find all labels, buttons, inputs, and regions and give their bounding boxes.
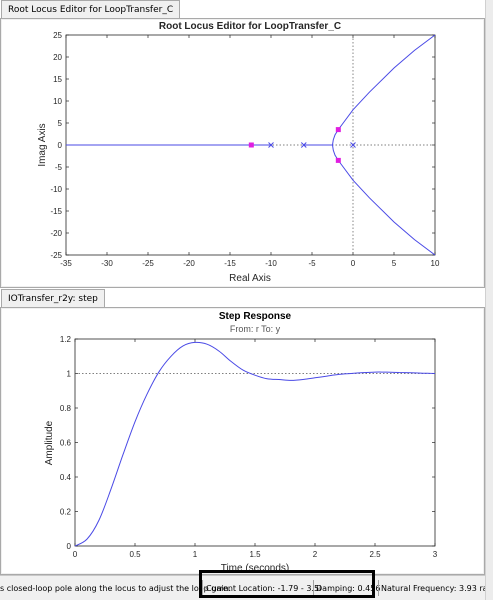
status-separator <box>313 580 314 596</box>
tab-label: Root Locus Editor for LoopTransfer_C <box>8 5 174 15</box>
y-tick-label: -10 <box>50 185 62 194</box>
x-tick-label: 0 <box>351 259 356 268</box>
x-tick-label: 2.5 <box>369 550 381 559</box>
status-natural-frequency: Natural Frequency: 3.93 rad/s <box>381 584 493 593</box>
status-hint: s closed-loop pole along the locus to ad… <box>0 584 232 593</box>
status-damping: Damping: 0.456 <box>316 584 381 593</box>
root-locus-xlabel: Real Axis <box>229 273 271 284</box>
x-tick-label: -35 <box>60 259 72 268</box>
x-tick-label: -25 <box>142 259 154 268</box>
y-tick-label: 0 <box>58 141 63 150</box>
x-tick-label: 10 <box>431 259 440 268</box>
tab-root-locus-editor[interactable]: Root Locus Editor for LoopTransfer_C <box>1 0 181 19</box>
x-tick-label: -15 <box>224 259 236 268</box>
y-tick-label: 0 <box>67 542 72 551</box>
step-response-ylabel: Amplitude <box>44 420 55 465</box>
x-tick-label: -10 <box>265 259 277 268</box>
step-response-xlabel: Time (seconds) <box>221 563 290 574</box>
y-tick-label: 0.4 <box>60 473 72 482</box>
step-response-curve[interactable] <box>74 341 436 547</box>
x-tick-label: 0 <box>73 550 78 559</box>
y-tick-label: 5 <box>58 119 63 128</box>
status-separator <box>378 580 379 596</box>
x-tick-label: 5 <box>392 259 397 268</box>
closed-loop-pole[interactable] <box>335 157 341 163</box>
root-locus-ylabel: Imag Axis <box>37 123 48 166</box>
status-current-location: Current Location: -1.79 - 3.5i <box>206 584 322 593</box>
y-tick-label: 1.2 <box>60 335 72 344</box>
closed-loop-pole[interactable] <box>335 127 341 133</box>
x-tick-label: -20 <box>183 259 195 268</box>
step-response-subtitle: From: r To: y <box>230 324 281 334</box>
y-tick-label: 20 <box>53 53 62 62</box>
closed-loop-pole[interactable] <box>248 142 254 148</box>
tab-label: IOTransfer_r2y: step <box>8 294 98 304</box>
open-loop-pole <box>268 142 274 148</box>
y-tick-label: -5 <box>55 163 63 172</box>
step-response-title: Step Response <box>219 311 292 322</box>
y-tick-label: 0.2 <box>60 508 72 517</box>
locus-branch-4[interactable] <box>332 144 436 256</box>
step-response-chart[interactable]: 0 0.5 1 1.5 2 2.5 3 1.2 1 0.8 0.6 0.4 0.2 0 Step Resp… <box>0 0 493 575</box>
x-tick-label: 3 <box>433 550 438 559</box>
y-tick-label: 1 <box>67 370 72 379</box>
y-tick-label: 10 <box>53 97 62 106</box>
status-separator <box>202 580 203 596</box>
open-loop-pole <box>350 142 356 148</box>
locus-branch-3[interactable] <box>332 34 436 146</box>
y-tick-label: 0.8 <box>60 404 72 413</box>
window-edge <box>485 0 493 600</box>
y-tick-label: 15 <box>53 75 62 84</box>
tab-step-response[interactable]: IOTransfer_r2y: step <box>1 289 105 308</box>
x-tick-label: -30 <box>101 259 113 268</box>
highlight-box <box>199 570 375 598</box>
open-loop-pole <box>300 142 307 148</box>
x-tick-label: 1 <box>193 550 198 559</box>
x-tick-label: -5 <box>308 259 316 268</box>
y-tick-label: 25 <box>53 31 62 40</box>
y-tick-label: -15 <box>50 207 62 216</box>
root-locus-title: Root Locus Editor for LoopTransfer_C <box>159 21 341 32</box>
y-tick-label: -20 <box>50 229 62 238</box>
step-response-axes-box <box>74 338 436 547</box>
x-tick-label: 0.5 <box>129 550 141 559</box>
y-tick-label: -25 <box>50 251 62 260</box>
root-locus-chart[interactable]: -35 -30 -25 -20 -15 -10 -5 0 5 10 25 20 15 10 5 0 -5 -10 -… <box>0 0 493 290</box>
y-tick-label: 0.6 <box>60 439 72 448</box>
x-tick-label: 1.5 <box>249 550 261 559</box>
x-tick-label: 2 <box>313 550 318 559</box>
